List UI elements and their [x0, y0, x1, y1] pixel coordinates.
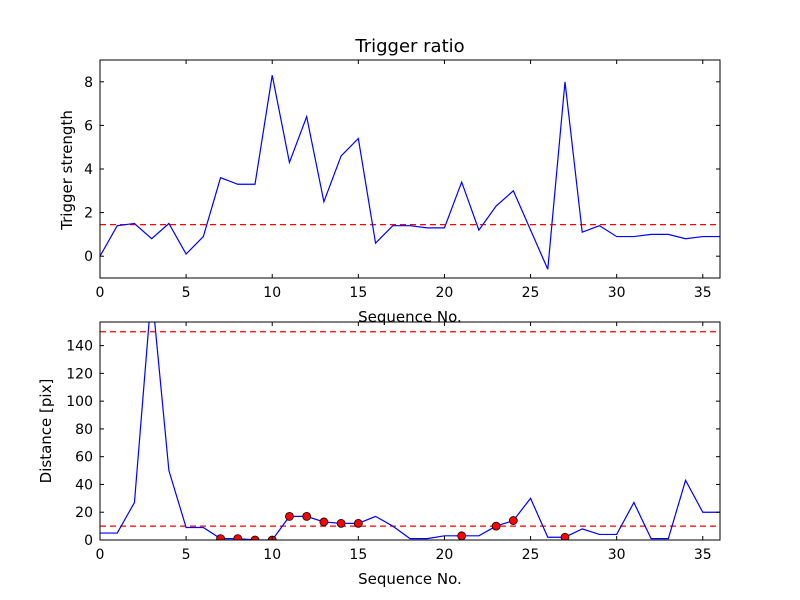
bottom-y-tick-label: 80	[75, 422, 93, 438]
top-x-tick-label: 20	[436, 285, 454, 301]
top-x-tick-label: 25	[522, 285, 540, 301]
bottom-y-tick-label: 0	[84, 533, 93, 549]
bottom-x-tick-label: 35	[694, 547, 712, 563]
bottom-x-tick-label: 15	[349, 547, 367, 563]
top-x-tick-label: 0	[96, 285, 105, 301]
bottom-x-tick-label: 5	[182, 547, 191, 563]
top-y-tick-label: 0	[84, 249, 93, 265]
bottom-marker-point	[508, 516, 518, 525]
chart-title: Trigger ratio	[354, 36, 464, 57]
bottom-x-tick-label: 30	[608, 547, 626, 563]
top-series-layer	[100, 75, 720, 270]
top-x-tick-label: 15	[349, 285, 367, 301]
top-y-tick-label: 4	[84, 162, 93, 178]
bottom-marker-point	[233, 534, 243, 540]
top-x-tick-label: 30	[608, 285, 626, 301]
bottom-axes-frame	[99, 321, 721, 541]
distance-plot-area: 0 5 10 15 20 25 30 35 0 20 40 60 80 100 120 140	[66, 321, 721, 563]
bottom-y-axis-label: Distance [pix]	[37, 379, 55, 484]
bottom-marker-point	[319, 517, 329, 527]
bottom-marker-point	[216, 534, 225, 540]
bottom-marker-point	[353, 518, 363, 528]
bottom-x-tick-label: 25	[522, 547, 540, 563]
top-x-tick-label: 35	[694, 285, 712, 301]
bottom-marker-point	[250, 535, 260, 540]
bottom-y-tick-label: 60	[75, 450, 93, 466]
bottom-x-tick-label: 0	[96, 547, 105, 563]
bottom-x-axis-label: Sequence No.	[358, 570, 462, 588]
top-x-tick-label: 10	[263, 285, 281, 301]
bottom-marker-point	[457, 531, 467, 540]
bottom-marker-point	[560, 532, 570, 540]
bottom-marker-point	[302, 511, 312, 521]
bottom-y-tick-label: 40	[75, 477, 93, 493]
bottom-series-line-0	[100, 322, 720, 540]
bottom-y-tick-label: 120	[66, 366, 93, 382]
top-y-axis-label: Trigger strength	[58, 110, 76, 231]
top-x-axis-label: Sequence No.	[358, 308, 462, 326]
top-series-line-0	[100, 75, 720, 270]
bottom-marker-point	[285, 511, 294, 521]
bottom-y-tick-label: 20	[75, 505, 93, 521]
bottom-x-tick-label: 20	[436, 547, 454, 563]
bottom-y-tick-label: 140	[66, 339, 93, 355]
bottom-marker-point	[336, 518, 346, 528]
bottom-marker-point	[491, 521, 501, 531]
trigger-strength-plot-area: 0 5 10 15 20 25 30 35 0 2 4 6 8	[84, 59, 721, 301]
distance-panel: 0 5 10 15 20 25 30 35 0 20 40 60 80 100 120 140 Sequenc…	[37, 321, 721, 588]
bottom-y-tick-label: 100	[66, 394, 93, 410]
top-y-tick-label: 8	[84, 75, 93, 91]
bottom-series-layer	[100, 322, 720, 540]
bottom-x-tick-label: 10	[263, 547, 281, 563]
top-y-tick-label: 6	[84, 118, 93, 134]
top-y-tick-label: 2	[84, 206, 93, 222]
top-x-tick-label: 5	[182, 285, 191, 301]
